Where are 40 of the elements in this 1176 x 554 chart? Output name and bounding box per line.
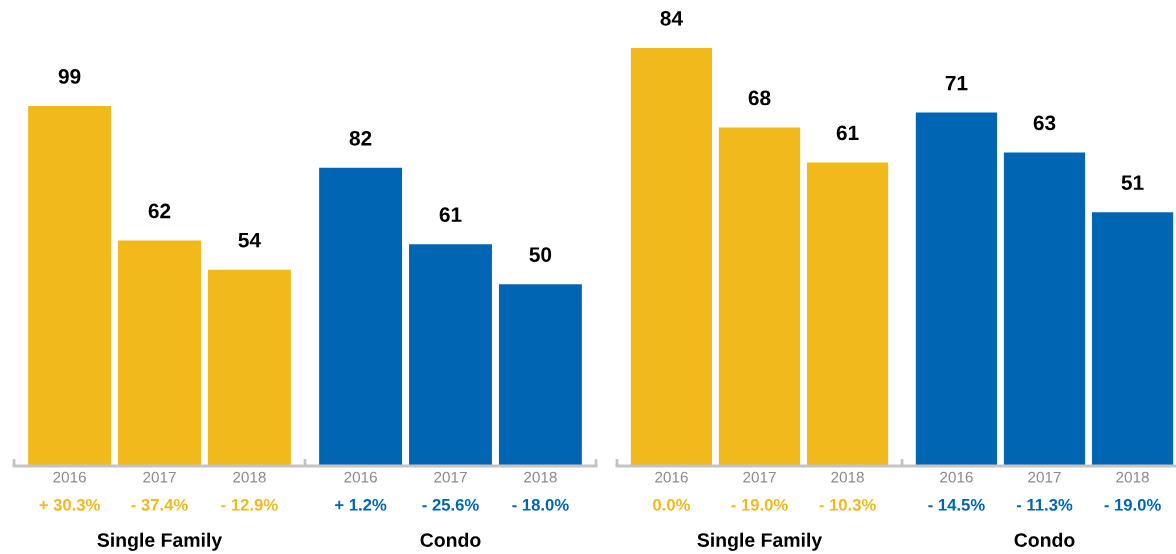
x-tick-label: Condo: [420, 532, 481, 547]
text: + 30.3%: [39, 498, 100, 511]
data-label: 99: [58, 69, 81, 84]
series-label: 2018: [233, 471, 266, 483]
data-label: 84: [660, 10, 683, 26]
data-label: 61: [439, 207, 462, 222]
text: - 25.6%: [422, 498, 479, 511]
data-label: 54: [238, 232, 261, 248]
data-label: 61: [836, 125, 859, 141]
text: 2018: [524, 471, 557, 483]
series-label: 2017: [743, 471, 776, 483]
series-label: 2016: [655, 471, 688, 483]
x-tick-label: Single Family: [97, 532, 223, 551]
data-label: 68: [748, 90, 771, 106]
text: 2017: [434, 471, 467, 483]
text: 2016: [940, 471, 973, 483]
text: 2017: [1028, 471, 1061, 483]
data-label: 50: [529, 247, 552, 262]
data-label: 82: [349, 130, 372, 146]
text: - 19.0%: [1104, 498, 1161, 511]
text: - 11.3%: [1016, 498, 1073, 511]
text: 2016: [344, 471, 377, 483]
text: 0.0%: [653, 498, 690, 511]
x-tick-label: Condo: [1014, 532, 1075, 547]
text: - 37.4%: [131, 498, 188, 511]
data-label: 63: [1033, 115, 1056, 131]
series-label: 2017: [143, 471, 176, 483]
data-label: 62: [148, 203, 171, 219]
data-label: 51: [1121, 175, 1144, 190]
text: - 19.0%: [731, 498, 788, 511]
text: - 10.3%: [819, 498, 876, 511]
text: - 18.0%: [512, 498, 569, 511]
series-label: 2016: [53, 471, 86, 483]
series-label: 2018: [831, 471, 864, 483]
text: 2018: [1116, 471, 1149, 483]
text: + 1.2%: [335, 498, 387, 511]
x-tick-label: Single Family: [697, 532, 823, 551]
data-label: 71: [945, 75, 968, 91]
text: - 14.5%: [928, 498, 985, 511]
text: - 12.9%: [221, 498, 278, 511]
